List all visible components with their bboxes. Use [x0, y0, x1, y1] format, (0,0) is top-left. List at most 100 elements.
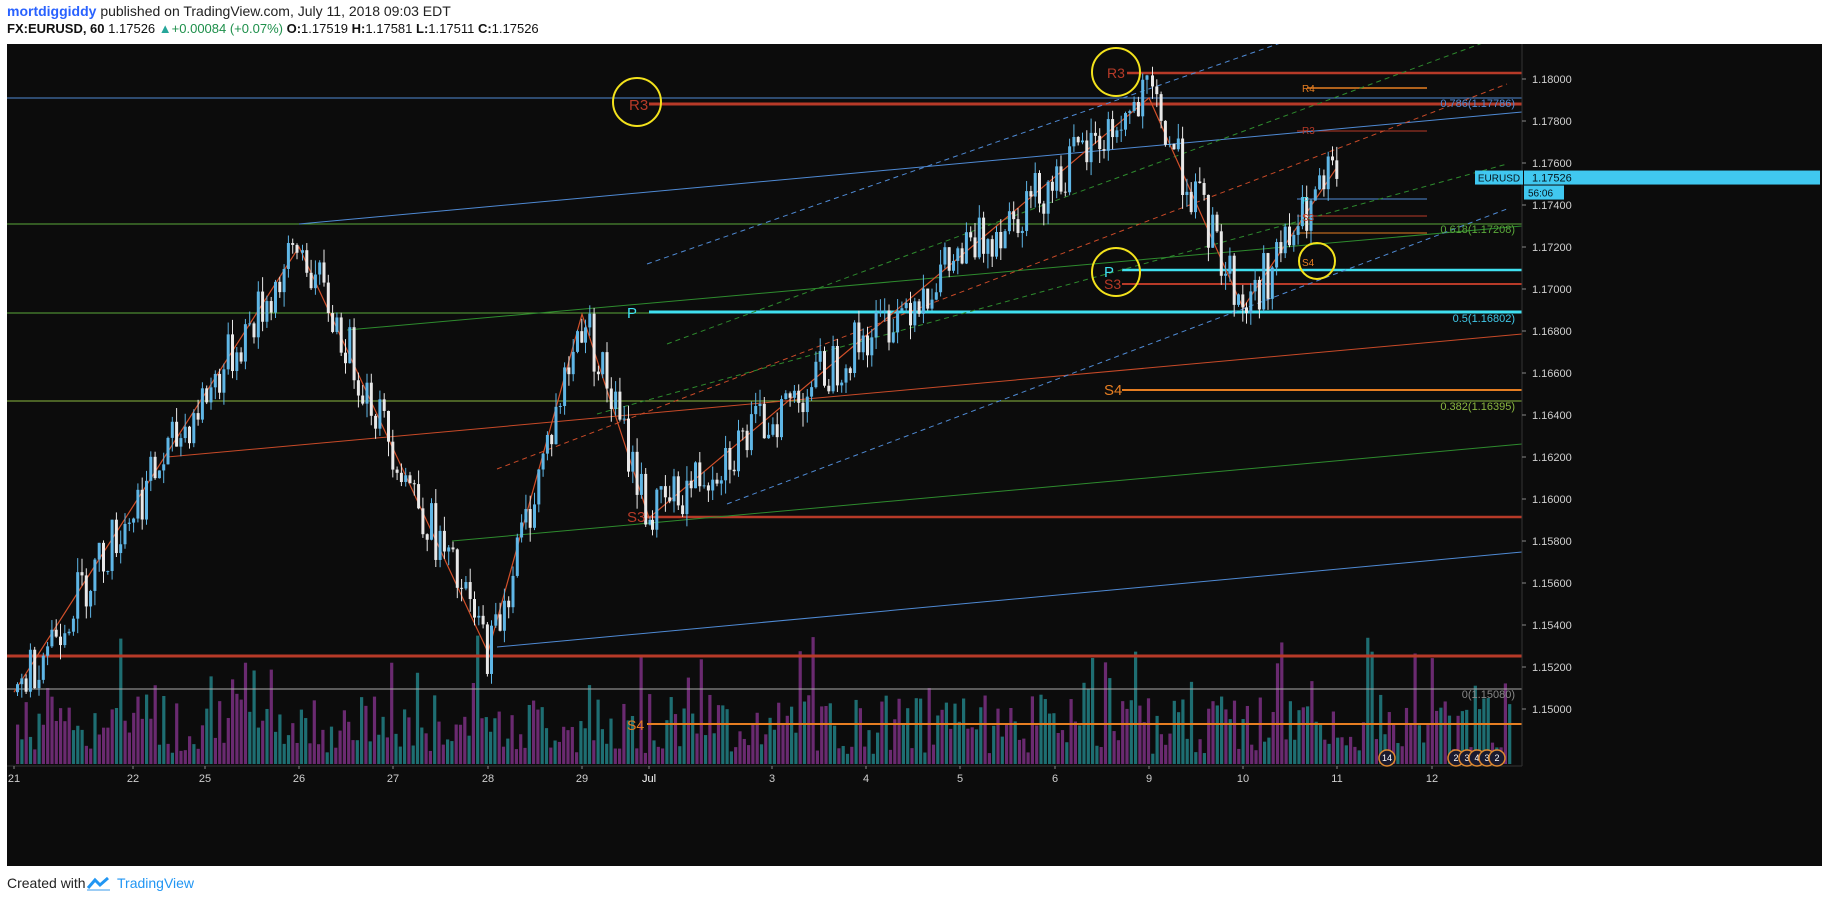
author-link[interactable]: mortdiggiddy [7, 3, 97, 19]
chart-area[interactable]: R3 R3 R4 R3 P S3 P S3 S4 S4 S3 P S4 0.786(1.17786) 0.6… [7, 44, 1822, 866]
event-badge-count: 4 [1474, 753, 1479, 763]
volume-bar [149, 718, 153, 764]
volume-bar [1086, 688, 1090, 764]
candle [110, 519, 114, 572]
volume-bar [532, 700, 536, 764]
candle [1275, 242, 1279, 268]
volume-bar [381, 716, 385, 764]
candle [554, 406, 558, 445]
volume-bar [1456, 715, 1460, 764]
volume-bar [1060, 730, 1065, 764]
candle [140, 489, 144, 520]
candle [494, 614, 498, 626]
volume-bar [1318, 723, 1323, 764]
candle [775, 424, 779, 438]
candle [651, 519, 654, 530]
symbol-label: FX:EURUSD, 60 [7, 21, 105, 36]
time-tick-label: 10 [1237, 773, 1249, 785]
candle [887, 310, 891, 343]
volume-bar [1340, 737, 1344, 764]
volume-bar [1202, 753, 1206, 764]
candle [1305, 197, 1309, 231]
candle [728, 447, 732, 470]
price-tick-label: 1.15200 [1532, 662, 1572, 674]
candle [1181, 138, 1185, 196]
candle [1168, 144, 1172, 146]
volume-bar [828, 703, 832, 764]
volume-bar [583, 728, 587, 764]
volume-bar [923, 752, 927, 764]
candle [455, 549, 459, 588]
candle [28, 649, 32, 692]
candle [1029, 191, 1033, 197]
volume-bar [755, 712, 759, 764]
volume-bar [1194, 752, 1198, 764]
candle [878, 310, 882, 313]
volume-bar [1056, 733, 1060, 764]
candle [541, 453, 545, 470]
candle [576, 331, 579, 352]
candle [689, 480, 693, 489]
volume-bar [721, 705, 725, 764]
volume-bar [1065, 742, 1069, 764]
candle [369, 382, 373, 416]
price-chart[interactable]: R3R3R4R3PS3PS3S4S4S3PS40.786(1.17786)0.6… [7, 44, 1822, 866]
volume-bar [1168, 733, 1172, 764]
time-tick-label: 26 [293, 773, 305, 785]
candle [1322, 175, 1326, 190]
candle [1206, 194, 1210, 248]
tradingview-link[interactable]: TradingView [117, 875, 195, 891]
price-tick-label: 1.17800 [1532, 116, 1572, 128]
volume-bar [798, 651, 802, 764]
volume-bar [661, 748, 665, 764]
candle [706, 485, 710, 491]
volume-bar [110, 709, 114, 764]
candle [537, 469, 541, 505]
candle [533, 504, 536, 528]
candle [1309, 200, 1313, 231]
volume-bar [1293, 739, 1297, 764]
volume-bar [278, 714, 282, 764]
volume-bar [1159, 734, 1163, 764]
volume-bar [897, 698, 901, 764]
volume-bar [394, 733, 398, 764]
volume-bar [1310, 681, 1314, 764]
volume-bar [1116, 740, 1120, 764]
volume-bar [1409, 723, 1413, 764]
candle [59, 636, 62, 646]
candle [1020, 230, 1024, 233]
volume-bar [592, 740, 596, 764]
event-badge-count: 14 [1382, 753, 1392, 763]
price-tick-label: 1.16400 [1532, 410, 1572, 422]
volume-bar [1417, 725, 1421, 764]
volume-bar [781, 725, 785, 764]
candle [313, 274, 317, 289]
price-change: +0.00084 (+0.07%) [171, 21, 283, 36]
volume-bar [914, 698, 918, 764]
candle [136, 489, 140, 519]
volume-bar [1357, 750, 1361, 764]
volume-bar [751, 724, 755, 764]
volume-bar [338, 730, 342, 764]
volume-bar [1091, 657, 1095, 764]
candle [1241, 294, 1245, 308]
candle [588, 313, 592, 328]
candle [196, 413, 200, 420]
candle [425, 534, 429, 540]
candle [102, 542, 105, 572]
candle [1068, 146, 1072, 193]
candle [558, 406, 562, 408]
candle [1296, 226, 1300, 235]
volume-bar [949, 728, 953, 764]
candle [857, 322, 861, 353]
volume-bar [858, 708, 862, 764]
time-tick-label: 27 [387, 773, 399, 785]
volume-bar [1435, 710, 1439, 764]
open-label: O: [286, 21, 302, 36]
volume-bar [708, 694, 712, 764]
candle [282, 268, 286, 293]
candle [1172, 144, 1176, 150]
volume-bar [777, 702, 781, 764]
volume-bar [1301, 707, 1305, 764]
candle [584, 327, 587, 343]
